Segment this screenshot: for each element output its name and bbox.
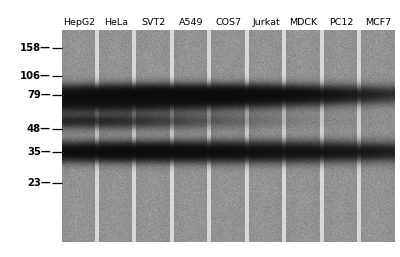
Text: A549: A549: [179, 19, 203, 27]
Text: HeLa: HeLa: [104, 19, 128, 27]
Text: HepG2: HepG2: [63, 19, 95, 27]
Text: MDCK: MDCK: [289, 19, 318, 27]
Text: 158—: 158—: [20, 43, 51, 53]
Text: 23—: 23—: [27, 178, 51, 188]
Text: SVT2: SVT2: [142, 19, 166, 27]
Text: COS7: COS7: [216, 19, 242, 27]
Text: MCF7: MCF7: [365, 19, 391, 27]
Text: 48—: 48—: [27, 124, 51, 134]
Text: Jurkat: Jurkat: [252, 19, 280, 27]
Text: 35—: 35—: [27, 147, 51, 157]
Text: 106—: 106—: [20, 71, 51, 81]
Text: PC12: PC12: [329, 19, 353, 27]
Text: 79—: 79—: [27, 90, 51, 100]
